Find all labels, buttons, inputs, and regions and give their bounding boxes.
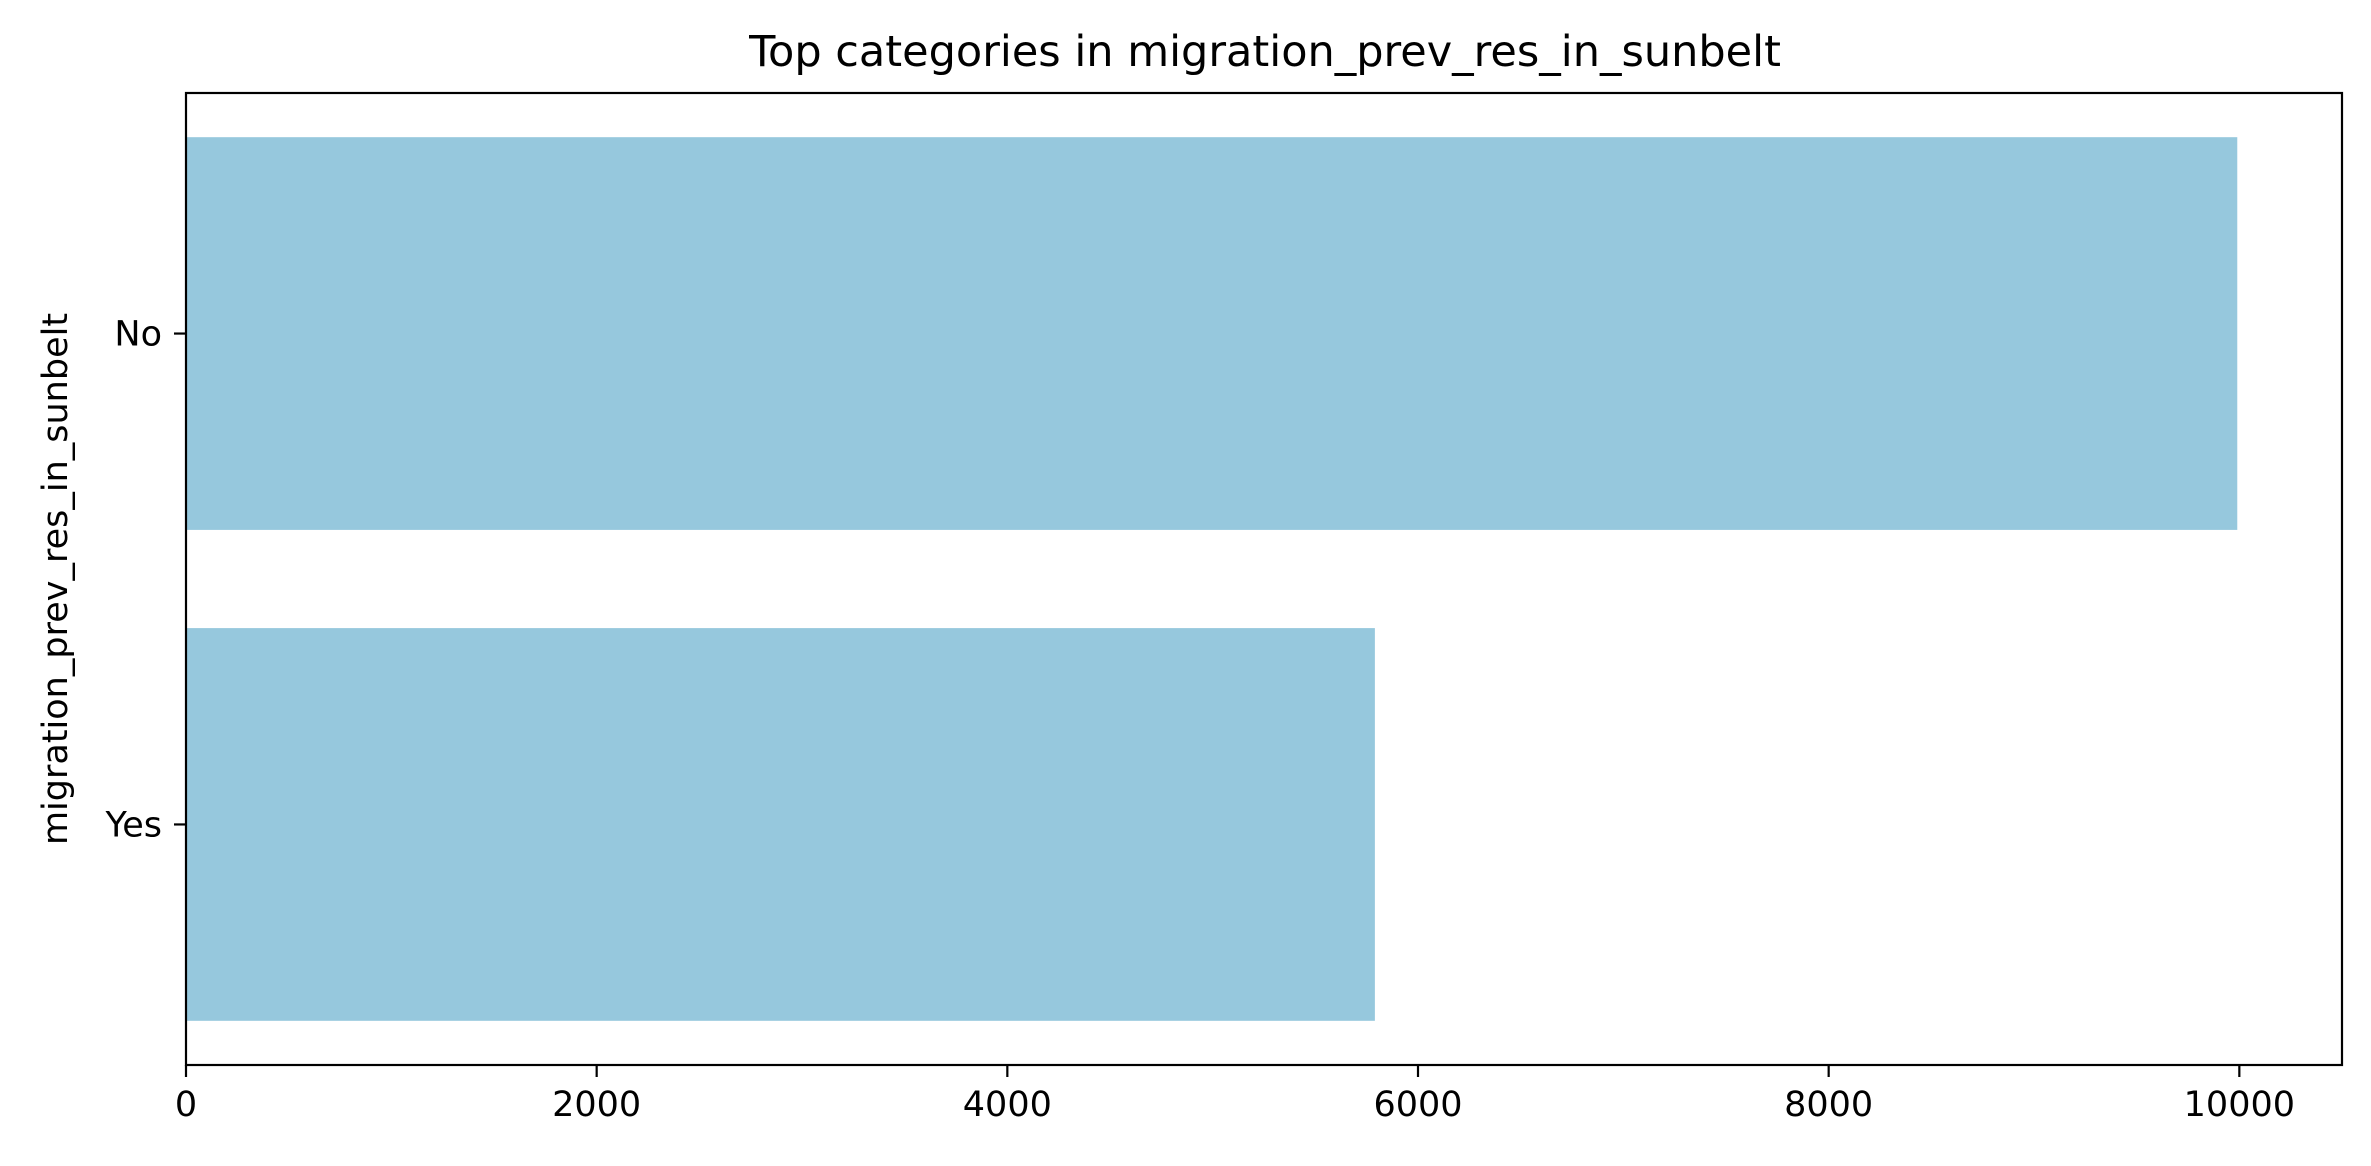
y-tick-label-no: No (114, 315, 162, 355)
plot-frame (184, 91, 2344, 1067)
y-axis-label: migration_prev_res_in_sunbelt (36, 313, 76, 845)
x-tick-label: 4000 (963, 1085, 1052, 1125)
x-tick-label: 2000 (552, 1085, 641, 1125)
y-axis: No Yes (105, 315, 186, 845)
x-tick-label: 10000 (2184, 1085, 2295, 1125)
x-tick-label: 8000 (1784, 1085, 1873, 1125)
x-tick-label: 6000 (1373, 1085, 1462, 1125)
x-axis: 0 2000 4000 6000 8000 10000 (175, 1065, 2295, 1125)
y-tick-label-yes: Yes (105, 805, 163, 845)
bar-no (186, 137, 2238, 530)
bars-layer (186, 137, 2238, 1021)
bar-yes (186, 628, 1375, 1021)
chart-title: Top categories in migration_prev_res_in_… (748, 27, 1781, 77)
x-tick-label: 0 (175, 1085, 197, 1125)
